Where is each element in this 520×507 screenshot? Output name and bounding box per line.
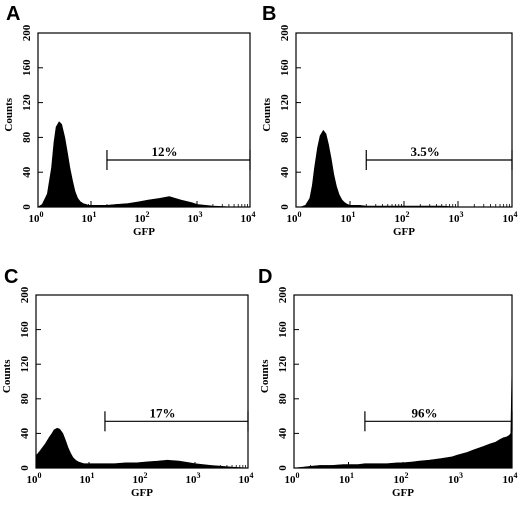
histogram-area: [36, 121, 250, 208]
y-tick-label: 80: [277, 393, 289, 405]
panel-letter: C: [4, 266, 18, 288]
x-tick-label: 101: [339, 471, 354, 486]
x-axis-title: GFP: [133, 226, 155, 238]
x-tick-label: 104: [239, 471, 254, 486]
x-tick-label: 103: [188, 210, 203, 225]
x-tick-label: 101: [82, 210, 97, 225]
y-tick-label: 120: [277, 355, 289, 372]
y-tick-label: 40: [279, 166, 291, 178]
y-tick-label: 40: [277, 427, 289, 439]
panel-letter: D: [258, 266, 272, 288]
y-tick-label: 80: [19, 393, 31, 405]
gate-label: 96%: [411, 405, 437, 420]
x-tick-label: 101: [80, 471, 95, 486]
x-axis-title: GFP: [392, 487, 414, 499]
gate-label: 17%: [149, 405, 175, 420]
y-tick-label: 40: [19, 427, 31, 439]
y-tick-label: 0: [279, 204, 291, 210]
panel-b: B 0 40 80 120 160 200 100 101 102 103 104 GFP Counts 3…: [261, 3, 518, 238]
x-tick-label: 103: [186, 471, 201, 486]
y-axis-title: Counts: [3, 97, 15, 131]
x-axis-title: GFP: [131, 487, 153, 499]
panel-d: D 0 40 80 120 160 200 100 101 102 103 104 GFP Counts 9…: [258, 266, 518, 499]
y-tick-label: 0: [21, 204, 33, 210]
y-axis-title: Counts: [1, 359, 13, 393]
y-tick-label: 0: [277, 465, 289, 471]
x-tick-label: 103: [448, 471, 463, 486]
y-tick-label: 120: [19, 355, 31, 372]
histogram-area: [35, 427, 249, 469]
x-tick-label: 102: [135, 210, 150, 225]
x-tick-label: 100: [285, 471, 300, 486]
y-tick-label: 80: [21, 131, 33, 143]
panel-c: C 0 40 80 120 160 200 100 101 102 103 104 GFP Counts 1…: [1, 266, 254, 499]
gate-label: 12%: [151, 144, 177, 159]
x-tick-label: 104: [503, 471, 518, 486]
y-tick-label: 200: [277, 286, 289, 303]
y-tick-label: 200: [21, 24, 33, 41]
y-tick-label: 0: [19, 465, 31, 471]
panel-letter: A: [6, 3, 20, 25]
y-tick-label: 200: [19, 286, 31, 303]
x-tick-label: 104: [241, 210, 256, 225]
y-tick-label: 160: [277, 321, 289, 338]
panel-letter: B: [262, 3, 276, 25]
x-tick-label: 102: [394, 471, 409, 486]
y-tick-label: 120: [21, 94, 33, 111]
y-axis-title: Counts: [259, 359, 271, 393]
y-tick-label: 200: [279, 24, 291, 41]
histogram-area: [293, 364, 513, 469]
x-tick-label: 104: [503, 210, 518, 225]
panel-a: A 0 40 80 120 160 200 100 101 102 103 104 GFP Counts 1…: [3, 3, 256, 238]
y-tick-label: 160: [19, 321, 31, 338]
histogram-area: [296, 129, 512, 208]
y-axis-title: Counts: [261, 97, 273, 131]
x-tick-label: 102: [133, 471, 148, 486]
x-tick-label: 102: [395, 210, 410, 225]
x-axis-title: GFP: [393, 226, 415, 238]
x-tick-label: 100: [29, 210, 44, 225]
y-tick-label: 160: [21, 59, 33, 76]
y-tick-label: 160: [279, 59, 291, 76]
gate-label: 3.5%: [411, 144, 440, 159]
x-tick-label: 100: [27, 471, 42, 486]
plot-frame: [35, 294, 249, 469]
x-tick-label: 101: [341, 210, 356, 225]
x-tick-label: 100: [287, 210, 302, 225]
y-tick-label: 120: [279, 94, 291, 111]
y-tick-label: 80: [279, 131, 291, 143]
y-tick-label: 40: [21, 166, 33, 178]
plot-frame: [293, 294, 513, 469]
x-tick-label: 103: [449, 210, 464, 225]
